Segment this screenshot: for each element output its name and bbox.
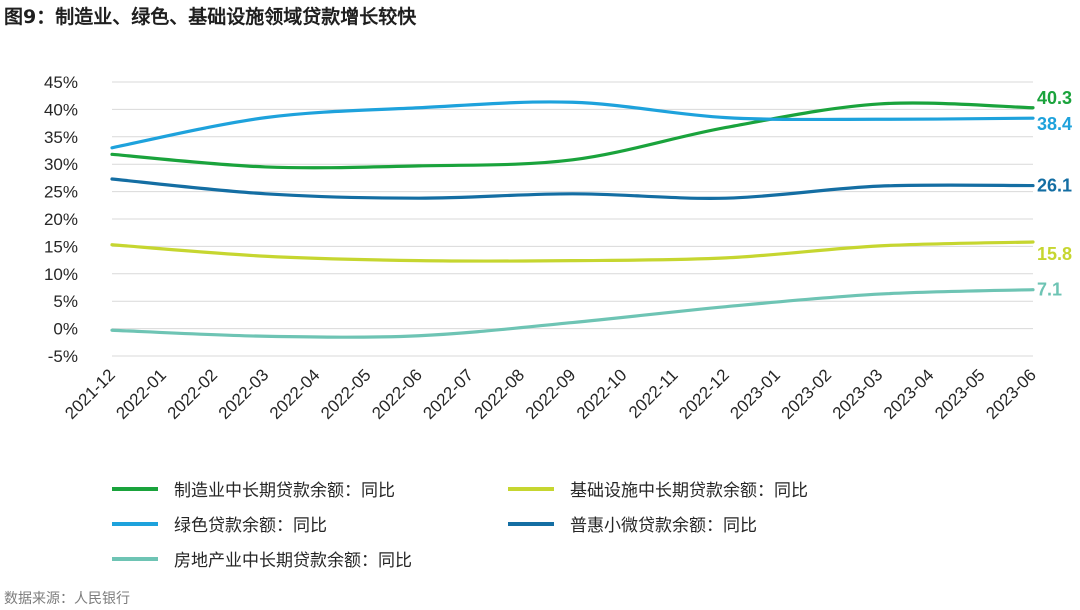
y-tick-label: 15% — [44, 237, 78, 256]
line-chart: -5%0%5%10%15%20%25%30%35%40%45%2021-1220… — [44, 73, 1072, 423]
legend-swatch — [508, 521, 554, 526]
legend-swatch — [112, 556, 158, 561]
x-tick-label: 2023-05 — [931, 365, 989, 423]
chart-title: 图9：制造业、绿色、基础设施领域贷款增长较快 — [4, 6, 417, 28]
x-tick-label: 2023-01 — [726, 365, 784, 423]
x-tick-label: 2023-06 — [982, 365, 1040, 423]
legend-item: 绿色贷款余额：同比 — [112, 511, 327, 536]
x-tick-label: 2022-01 — [112, 365, 170, 423]
x-tick-label: 2023-02 — [778, 365, 836, 423]
y-tick-label: 10% — [44, 265, 78, 284]
legend-item: 普惠小微贷款余额：同比 — [508, 511, 757, 536]
legend-swatch — [112, 486, 158, 491]
legend-label: 基础设施中长期贷款余额：同比 — [570, 481, 808, 501]
legend-swatch — [112, 521, 158, 526]
x-tick-label: 2022-02 — [164, 365, 222, 423]
legend-item: 基础设施中长期贷款余额：同比 — [508, 476, 808, 501]
x-tick-label: 2022-11 — [625, 365, 682, 422]
data-label: 38.4 — [1037, 114, 1072, 134]
legend-swatch — [508, 486, 554, 491]
data-label: 15.8 — [1037, 244, 1072, 264]
legend-label: 制造业中长期贷款余额：同比 — [174, 481, 395, 501]
y-tick-label: -5% — [48, 347, 78, 366]
x-tick-label: 2022-04 — [266, 365, 324, 423]
y-tick-label: 5% — [53, 292, 78, 311]
x-tick-label: 2022-08 — [471, 365, 529, 423]
x-tick-label: 2022-10 — [573, 365, 631, 423]
series-line — [110, 288, 1035, 339]
y-tick-label: 40% — [44, 100, 78, 119]
data-label: 26.1 — [1037, 176, 1072, 196]
y-tick-label: 25% — [44, 183, 78, 202]
source-note: 数据来源：人民银行 — [4, 591, 130, 607]
x-tick-label: 2023-04 — [880, 365, 938, 423]
series-line — [110, 177, 1035, 200]
legend-item: 制造业中长期贷款余额：同比 — [112, 476, 395, 501]
x-tick-label: 2022-09 — [522, 365, 580, 423]
data-label: 40.3 — [1037, 88, 1072, 108]
x-tick-label: 2022-03 — [215, 365, 273, 423]
series-line — [110, 100, 1035, 150]
y-tick-label: 0% — [53, 320, 78, 339]
x-tick-label: 2022-12 — [675, 365, 733, 423]
x-tick-label: 2021-12 — [61, 365, 119, 423]
legend-label: 普惠小微贷款余额：同比 — [570, 516, 757, 536]
legend-label: 房地产业中长期贷款余额：同比 — [174, 551, 412, 571]
y-tick-label: 35% — [44, 128, 78, 147]
legend-label: 绿色贷款余额：同比 — [174, 516, 327, 536]
x-tick-label: 2022-06 — [368, 365, 426, 423]
data-label: 7.1 — [1037, 280, 1062, 300]
series-line — [110, 101, 1035, 170]
x-tick-label: 2022-07 — [419, 365, 477, 423]
y-tick-label: 30% — [44, 155, 78, 174]
series-line — [110, 240, 1035, 263]
legend-item: 房地产业中长期贷款余额：同比 — [112, 546, 412, 571]
y-tick-label: 20% — [44, 210, 78, 229]
x-tick-label: 2023-03 — [829, 365, 887, 423]
y-tick-label: 45% — [44, 73, 78, 92]
x-tick-label: 2022-05 — [317, 365, 375, 423]
